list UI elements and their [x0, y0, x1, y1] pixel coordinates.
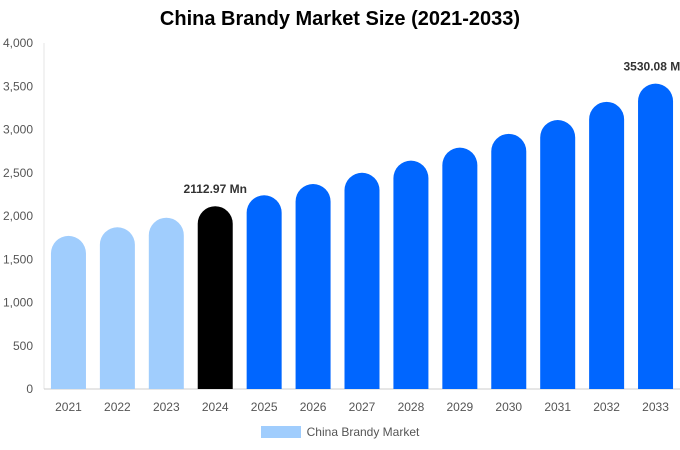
bar-2022 — [99, 227, 135, 389]
bar-2030 — [491, 133, 527, 389]
x-tick-label: 2024 — [202, 400, 229, 414]
data-label-2024: 2112.97 Mn — [184, 182, 247, 196]
bar-2032 — [589, 101, 625, 389]
bar-2027 — [344, 172, 380, 389]
bar-2023 — [148, 217, 184, 389]
x-tick-label: 2029 — [446, 400, 473, 414]
y-tick-label: 1,000 — [3, 296, 33, 310]
x-tick-label: 2023 — [153, 400, 180, 414]
x-tick-label: 2022 — [104, 400, 131, 414]
bar-2029 — [442, 147, 478, 389]
x-tick-label: 2025 — [251, 400, 278, 414]
legend: China Brandy Market — [0, 425, 680, 439]
bar-2028 — [393, 160, 429, 389]
y-tick-label: 3,500 — [3, 79, 33, 93]
bar-2033 — [638, 83, 674, 390]
legend-label: China Brandy Market — [306, 425, 420, 439]
y-tick-label: 0 — [26, 382, 33, 396]
x-tick-label: 2027 — [349, 400, 376, 414]
y-tick-label: 500 — [13, 339, 33, 353]
bar-2026 — [295, 183, 331, 389]
bar-2025 — [246, 195, 282, 389]
y-tick-label: 4,000 — [3, 36, 33, 50]
data-label-2033: 3530.08 Mn — [624, 60, 680, 74]
y-tick-label: 2,000 — [3, 209, 33, 223]
y-tick-label: 2,500 — [3, 166, 33, 180]
x-tick-label: 2026 — [300, 400, 327, 414]
x-tick-label: 2033 — [642, 400, 669, 414]
x-tick-label: 2028 — [398, 400, 425, 414]
bar-2021 — [50, 235, 86, 389]
bar-2031 — [540, 119, 576, 390]
x-tick-label: 2031 — [544, 400, 571, 414]
y-tick-label: 1,500 — [3, 252, 33, 266]
x-tick-label: 2032 — [593, 400, 620, 414]
y-tick-label: 3,000 — [3, 123, 33, 137]
x-tick-label: 2021 — [55, 400, 82, 414]
bar-2024 — [197, 206, 233, 389]
chart-title: China Brandy Market Size (2021-2033) — [159, 8, 521, 30]
x-tick-label: 2030 — [495, 400, 522, 414]
legend-swatch — [260, 426, 301, 438]
